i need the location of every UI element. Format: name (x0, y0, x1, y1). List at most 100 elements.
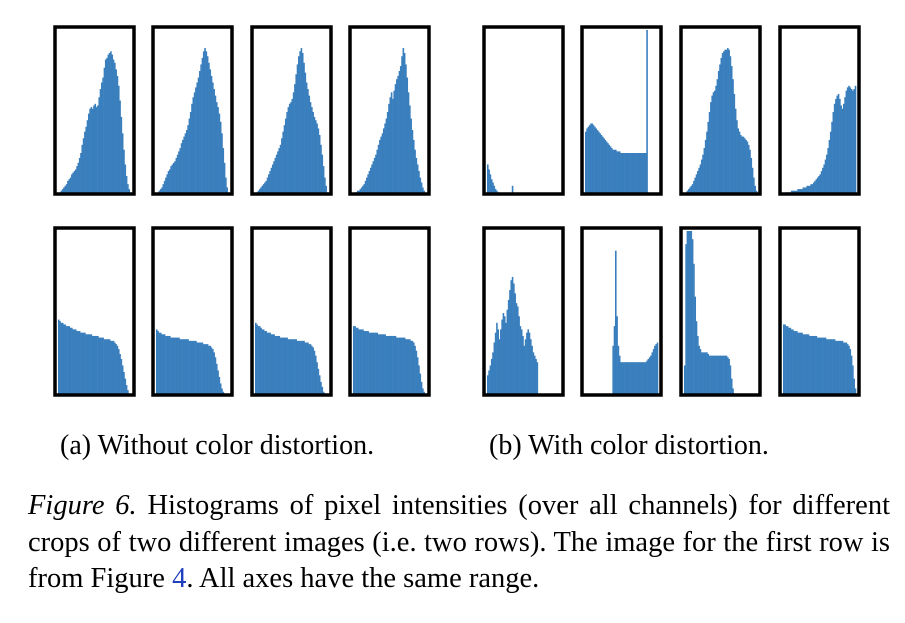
histogram-bar (308, 344, 311, 395)
histogram-bar (535, 358, 537, 395)
histogram-bar (502, 313, 505, 395)
histogram-bar (854, 85, 857, 194)
histogram-bar (114, 62, 116, 194)
histogram-bar (90, 334, 93, 395)
histogram-bar (586, 128, 588, 194)
histogram-bar (723, 355, 725, 395)
histogram-bar (71, 327, 73, 395)
histogram-panel-a-r2c3 (250, 226, 333, 397)
caption-text-1: Histograms of pixel intensities (over al… (28, 490, 890, 594)
histogram-bar (704, 139, 707, 194)
histogram-bar (416, 357, 419, 395)
axes-frame (778, 25, 861, 196)
histogram-bar (325, 185, 327, 194)
histogram-bar (287, 339, 290, 395)
histogram-bar (393, 90, 396, 194)
histogram-bar (489, 174, 492, 194)
histogram-bar (614, 250, 617, 395)
histogram-bar (710, 355, 712, 395)
histogram-bar (264, 182, 266, 194)
histogram-bar (784, 324, 786, 395)
histogram-bar (283, 337, 286, 395)
histogram-bar (170, 337, 172, 395)
histogram-bar (99, 89, 102, 194)
histogram-bar (697, 335, 699, 395)
histogram-bar (607, 143, 609, 194)
histogram-bar (626, 153, 629, 194)
histogram-bar (524, 339, 527, 395)
histogram-bar (392, 335, 394, 395)
histogram-bar (266, 177, 269, 194)
histogram-bar (496, 322, 498, 395)
histogram-bar (687, 189, 690, 194)
histogram-bar (72, 172, 74, 194)
histogram-bar (732, 388, 734, 395)
histogram-bar (500, 329, 502, 395)
histogram-bar (852, 365, 854, 395)
histogram-bar (65, 184, 68, 194)
histogram-bar (490, 179, 493, 194)
histogram-bar (103, 67, 106, 194)
histogram-bar (695, 321, 698, 395)
histogram-bar (72, 329, 74, 395)
histogram-bar (76, 166, 78, 194)
histogram-bar (161, 334, 163, 395)
histogram-bar (77, 162, 80, 194)
histogram-bar (728, 358, 730, 395)
histogram-bar (157, 331, 159, 395)
histogram-bar (406, 339, 409, 395)
figure-reference-link[interactable]: 4 (172, 563, 187, 594)
histogram-bar (628, 362, 630, 395)
histogram-bar (743, 138, 746, 194)
histogram-bar (531, 345, 533, 395)
histogram-bar (204, 48, 206, 194)
histogram-bar (707, 121, 710, 194)
histogram-bar (268, 174, 270, 194)
histogram-bar (69, 177, 72, 194)
histogram-bar (110, 51, 112, 194)
histogram-bar (392, 98, 394, 194)
histogram-bar (103, 339, 106, 395)
histogram-bar (89, 108, 91, 194)
histogram-bar (801, 189, 803, 194)
histogram-bar (832, 112, 835, 194)
histogram-bar (156, 329, 158, 395)
histogram-bar (634, 362, 637, 395)
histogram-bar (209, 345, 212, 395)
histogram-bar (279, 144, 282, 194)
histogram-bar (303, 62, 305, 194)
histogram-bar (412, 342, 415, 395)
histogram-bar (214, 95, 217, 194)
histogram-bar (188, 340, 191, 395)
histogram-bar (314, 120, 317, 194)
histogram-bar (255, 322, 257, 395)
histogram-bar (127, 390, 129, 395)
histogram-bar (360, 329, 363, 395)
histogram-bar (111, 54, 114, 194)
histogram-bar (609, 146, 612, 194)
histogram-bar (836, 340, 839, 395)
histogram-bar (810, 335, 812, 395)
histogram-bar (737, 128, 740, 194)
histogram-bar (117, 85, 120, 194)
histogram-bar (180, 339, 183, 395)
histogram-bar (321, 154, 324, 194)
histogram-bar (104, 339, 107, 395)
histogram-bar (218, 376, 221, 395)
histogram-bar (635, 153, 638, 194)
histogram-bar (376, 149, 379, 194)
histogram-bar (715, 355, 717, 395)
histogram-panel-a-r2c2 (151, 226, 234, 397)
histogram-bar (385, 118, 388, 194)
histogram-bar (273, 334, 275, 395)
histogram-bar (318, 134, 321, 194)
histogram-bar (848, 85, 850, 194)
histogram-bar (221, 388, 223, 395)
histogram-bar (223, 162, 226, 194)
histogram-bar (219, 121, 222, 194)
histogram-bar (161, 187, 163, 194)
histogram-bar (390, 335, 393, 395)
histogram-bar (493, 185, 496, 194)
histogram-bar (112, 340, 115, 395)
histogram-bar (591, 123, 594, 194)
